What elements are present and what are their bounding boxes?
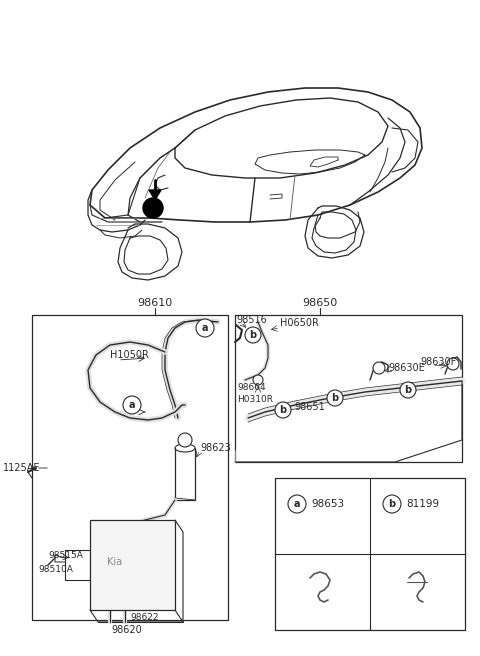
Text: 98510A: 98510A (38, 565, 73, 575)
Text: 98651: 98651 (294, 402, 325, 412)
Text: 98630E: 98630E (388, 363, 425, 373)
Text: 81199: 81199 (406, 499, 439, 509)
Text: 98664: 98664 (237, 384, 265, 392)
Text: H0310R: H0310R (237, 396, 273, 405)
Circle shape (196, 319, 214, 337)
Text: 98630F: 98630F (420, 357, 456, 367)
Text: 98620: 98620 (112, 625, 143, 635)
Text: 98515A: 98515A (48, 550, 83, 560)
Bar (90, 520, 175, 610)
Circle shape (245, 327, 261, 343)
Text: a: a (202, 323, 208, 333)
Text: 98623: 98623 (200, 443, 231, 453)
Text: b: b (331, 393, 338, 403)
Circle shape (327, 390, 343, 406)
Circle shape (373, 362, 385, 374)
Text: 1125AE: 1125AE (3, 463, 40, 473)
Circle shape (275, 402, 291, 418)
Text: a: a (129, 400, 135, 410)
Text: Kia: Kia (108, 557, 122, 567)
Text: b: b (388, 499, 396, 509)
Text: 98653: 98653 (311, 499, 344, 509)
Text: 98516: 98516 (236, 315, 267, 325)
Text: H0650R: H0650R (280, 318, 319, 328)
Circle shape (143, 198, 163, 218)
Circle shape (288, 495, 306, 513)
Text: b: b (250, 330, 257, 340)
Polygon shape (149, 190, 161, 200)
Circle shape (123, 396, 141, 414)
Circle shape (253, 375, 263, 385)
Circle shape (178, 433, 192, 447)
Circle shape (447, 358, 459, 370)
Circle shape (383, 495, 401, 513)
Text: 98650: 98650 (302, 298, 337, 308)
Text: a: a (294, 499, 300, 509)
Text: b: b (279, 405, 287, 415)
Text: 98622: 98622 (130, 613, 158, 623)
Text: b: b (405, 385, 411, 395)
Circle shape (400, 382, 416, 398)
Text: H1050R: H1050R (110, 350, 149, 360)
Text: 98610: 98610 (137, 298, 173, 308)
